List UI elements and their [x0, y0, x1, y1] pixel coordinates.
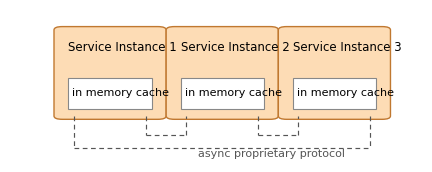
Text: in memory cache: in memory cache	[297, 88, 394, 99]
FancyBboxPatch shape	[181, 78, 264, 109]
Text: Service Instance 1: Service Instance 1	[68, 40, 177, 53]
FancyBboxPatch shape	[166, 27, 278, 119]
Text: Service Instance 3: Service Instance 3	[293, 40, 401, 53]
FancyBboxPatch shape	[278, 27, 391, 119]
FancyBboxPatch shape	[54, 27, 166, 119]
FancyBboxPatch shape	[68, 78, 152, 109]
FancyBboxPatch shape	[293, 78, 376, 109]
Text: Service Instance 2: Service Instance 2	[181, 40, 289, 53]
Text: in memory cache: in memory cache	[73, 88, 169, 99]
Text: in memory cache: in memory cache	[184, 88, 282, 99]
Text: async proprietary protocol: async proprietary protocol	[198, 149, 345, 159]
